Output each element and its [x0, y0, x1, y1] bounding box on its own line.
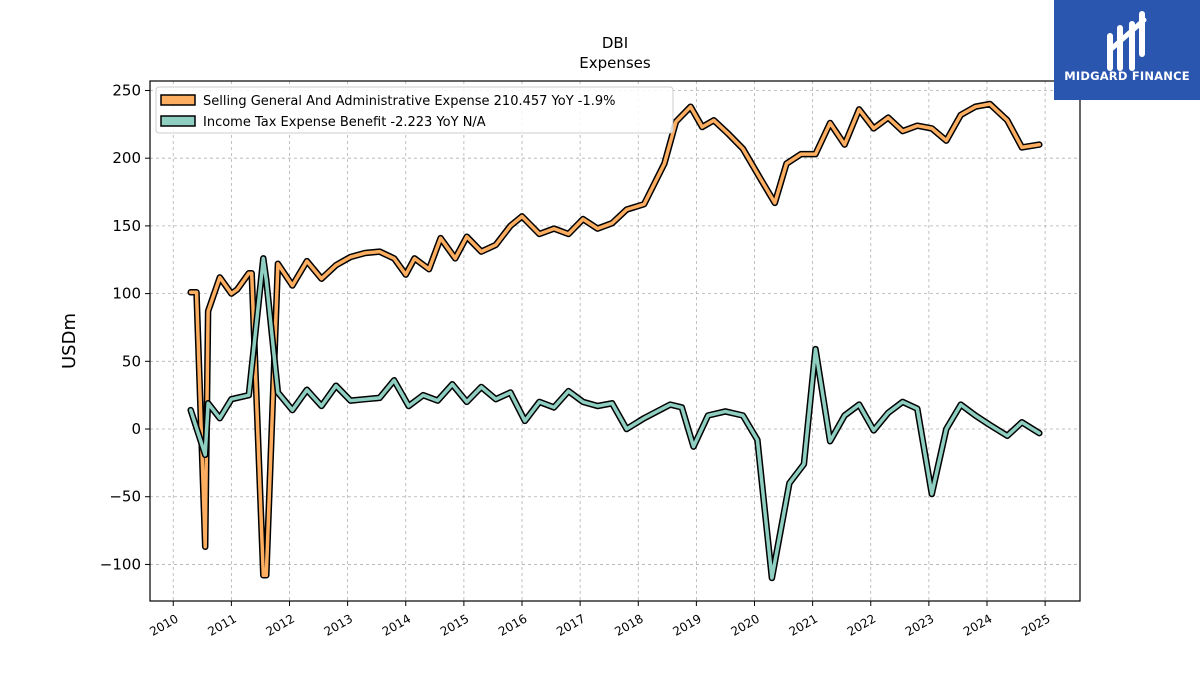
grid-lines [150, 81, 1080, 601]
series-1-line [188, 256, 1042, 580]
brand-logo: MIDGARD FINANCE [1054, 0, 1200, 100]
y-axis-label: USDm [59, 313, 80, 369]
legend-label-0: Selling General And Administrative Expen… [203, 94, 616, 109]
legend-box [155, 86, 674, 134]
y-tick-label: −50 [109, 488, 141, 506]
x-tick-label: 2011 [205, 611, 238, 638]
x-tick-label: 2016 [496, 611, 529, 638]
y-tick-label: −100 [100, 555, 141, 573]
x-tick-label: 2015 [438, 611, 471, 638]
legend-swatch-0 [160, 94, 196, 106]
series-lines [187, 100, 1043, 582]
legend-swatch-1 [160, 115, 196, 127]
series-0-line [188, 102, 1042, 578]
x-tick-label: 2023 [903, 611, 936, 638]
legend-label-1: Income Tax Expense Benefit -2.223 YoY N/… [203, 115, 486, 130]
x-tick-label: 2010 [147, 611, 180, 638]
x-tick-label: 2018 [612, 611, 645, 638]
axis-ticks: −100 −50 0 50 100 150 200 250 2010 2011 2012 2013 20… [100, 81, 1053, 638]
x-tick-label: 2012 [264, 611, 297, 638]
series-0-outline [187, 100, 1043, 579]
x-tick-label: 2024 [961, 611, 994, 638]
x-tick-label: 2013 [322, 611, 355, 638]
x-tick-label: 2014 [380, 611, 413, 638]
midgard-logo-icon [1107, 11, 1147, 71]
brand-name: MIDGARD FINANCE [1064, 69, 1190, 83]
y-tick-label: 250 [112, 81, 141, 99]
x-tick-label: 2017 [554, 611, 587, 638]
x-tick-label: 2021 [787, 611, 820, 638]
x-tick-label: 2022 [845, 611, 878, 638]
y-tick-label: 0 [131, 420, 141, 438]
x-tick-label: 2025 [1019, 611, 1052, 638]
x-tick-label: 2020 [729, 611, 762, 638]
y-tick-label: 50 [122, 352, 141, 370]
chart-title: DBI [602, 34, 628, 52]
series-1-outline [187, 255, 1043, 582]
y-tick-label: 150 [112, 217, 141, 235]
chart-subtitle: Expenses [579, 54, 651, 72]
legend: Selling General And Administrative Expen… [155, 86, 674, 134]
plot-frame [149, 80, 1081, 602]
y-tick-label: 100 [112, 285, 141, 303]
x-tick-label: 2019 [670, 611, 703, 638]
y-tick-label: 200 [112, 149, 141, 167]
